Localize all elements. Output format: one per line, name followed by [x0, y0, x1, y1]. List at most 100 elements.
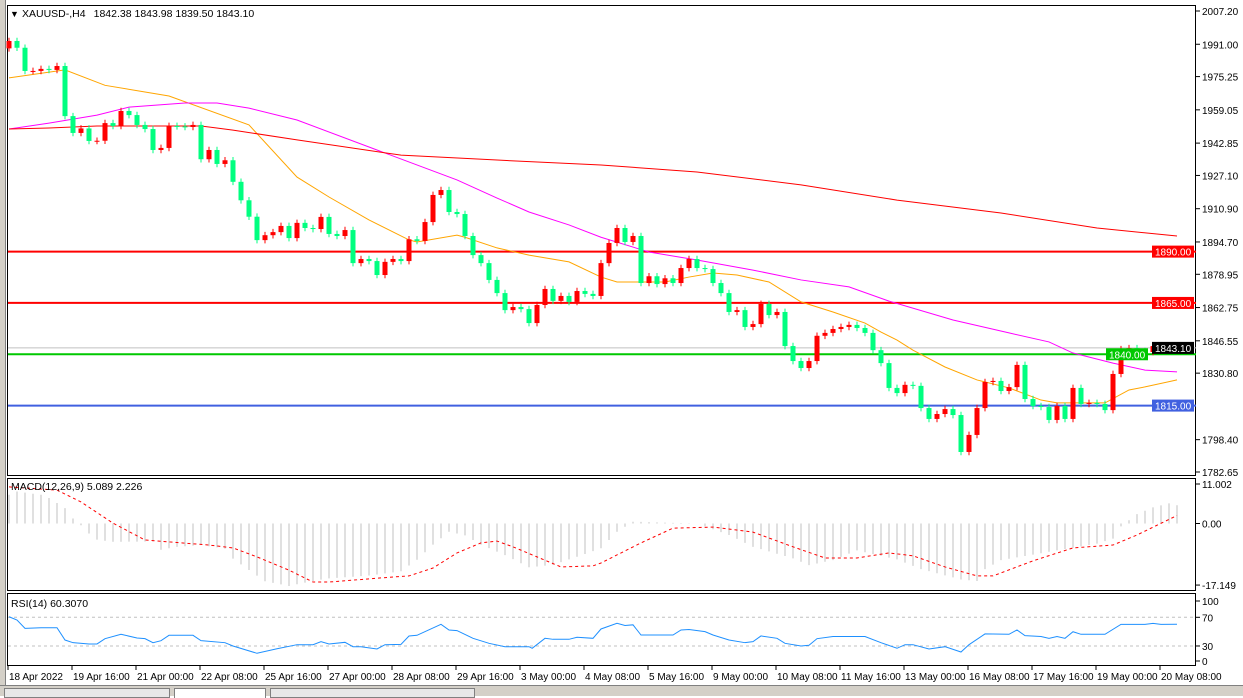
candle-body	[798, 361, 804, 369]
rsi-panel[interactable]	[7, 593, 1196, 666]
candle-body	[414, 239, 420, 241]
chart-tab-active[interactable]	[174, 688, 266, 698]
candle-body	[558, 295, 564, 301]
candle-body	[126, 110, 132, 116]
rsi-axis-label: 70	[1202, 613, 1214, 624]
candle-body	[502, 293, 508, 311]
candle-body	[830, 329, 836, 333]
header-readout: XAUUSD-,H4 1842.38 1843.98 1839.50 1843.1…	[22, 8, 254, 20]
candle-body	[1014, 364, 1020, 388]
time-axis-label: 20 May 08:00	[1161, 672, 1222, 683]
candle-body	[742, 310, 748, 327]
candle-body	[854, 324, 860, 328]
candle-body	[326, 216, 332, 234]
candle-body	[694, 259, 700, 269]
time-axis-label: 22 Apr 08:00	[201, 672, 258, 683]
candle-body	[142, 124, 148, 130]
candle-body	[582, 291, 588, 294]
candle-body	[430, 194, 436, 223]
candle-body	[102, 123, 108, 141]
level-label-1890.00: 1890.00	[1155, 248, 1192, 259]
bid-price-label: 1843.10	[1155, 344, 1192, 355]
candle-body	[206, 149, 212, 160]
price-axis-label: 1991.00	[1202, 40, 1239, 51]
time-axis-label: 28 Apr 08:00	[393, 672, 450, 683]
time-axis-label: 4 May 08:00	[585, 672, 640, 683]
candle-body	[494, 279, 500, 294]
candle-body	[710, 269, 716, 284]
macd-axis-label: 0.00	[1202, 520, 1222, 531]
candle-body	[886, 363, 892, 388]
candle-body	[270, 232, 276, 236]
moving-average-ma_slow	[8, 125, 1178, 237]
price-axis-label: 1975.25	[1202, 73, 1239, 84]
chart-tab-1[interactable]	[4, 688, 170, 698]
main-price-panel[interactable]	[7, 5, 1196, 476]
candle-body	[238, 181, 244, 201]
time-axis-label: 25 Apr 16:00	[265, 672, 322, 683]
candle-body	[70, 116, 76, 133]
candle-body	[814, 335, 820, 362]
chart-tab-bar	[0, 685, 1243, 698]
rsi-axis-label: 0	[1202, 657, 1208, 668]
time-axis-label: 16 May 08:00	[969, 672, 1030, 683]
rsi-line	[8, 616, 1178, 654]
triangle-down-icon[interactable]: ▼	[10, 9, 19, 19]
candle-body	[262, 235, 268, 241]
price-axis-label: 2007.20	[1202, 7, 1239, 18]
candle-body	[1094, 402, 1100, 404]
candle-body	[486, 263, 492, 280]
price-axis-label: 1894.70	[1202, 238, 1239, 249]
candle-body	[1046, 407, 1052, 420]
macd-title: MACD(12,26,9) 5.089 2.226	[11, 481, 142, 493]
candle-body	[294, 222, 300, 239]
candle-body	[918, 385, 924, 409]
candle-body	[342, 230, 348, 237]
time-axis-label: 5 May 16:00	[649, 672, 704, 683]
candle-body	[774, 311, 780, 316]
candle-body	[622, 228, 628, 242]
candle-body	[662, 278, 668, 285]
price-axis-label: 1878.95	[1202, 270, 1239, 281]
candle-body	[286, 225, 292, 239]
level-label-1815.00-bg	[1152, 399, 1194, 412]
candle-body	[374, 261, 380, 276]
candle-body	[110, 123, 116, 126]
candle-body	[998, 380, 1004, 392]
candle-body	[678, 268, 684, 284]
candle-body	[1054, 405, 1060, 420]
candle-body	[598, 263, 604, 296]
candle-body	[606, 242, 612, 264]
time-axis-label: 11 May 16:00	[841, 672, 901, 683]
candle-body	[86, 128, 92, 141]
candle-body	[790, 346, 796, 362]
candle-body	[406, 239, 412, 262]
candle-body	[14, 40, 20, 48]
candle-body	[1070, 387, 1076, 419]
candle-body	[734, 310, 740, 312]
time-axis-label: 10 May 08:00	[777, 672, 838, 683]
candle-body	[590, 293, 596, 296]
candle-body	[230, 160, 236, 182]
candle-body	[198, 124, 204, 160]
candle-body	[390, 259, 396, 262]
price-axis-label: 1910.90	[1202, 205, 1239, 216]
candle-body	[510, 307, 516, 311]
candle-body	[166, 125, 172, 148]
candle-body	[1022, 364, 1028, 400]
candle-body	[150, 129, 156, 150]
time-axis-label: 21 Apr 00:00	[137, 672, 194, 683]
symbol-label: XAUUSD-,H4	[22, 8, 86, 20]
time-axis-label: 3 May 00:00	[521, 672, 576, 683]
rsi-axis-label: 100	[1202, 597, 1219, 608]
horizontal-levels	[8, 250, 1196, 407]
candle-body	[94, 140, 100, 142]
candle-body	[6, 40, 12, 49]
price-axis-label: 1927.10	[1202, 171, 1239, 182]
chart-tab-3[interactable]	[270, 688, 475, 698]
candle-body	[382, 261, 388, 276]
price-axis-label: 1798.40	[1202, 436, 1239, 447]
rsi-axis-label: 30	[1202, 642, 1214, 653]
candle-body	[870, 332, 876, 351]
